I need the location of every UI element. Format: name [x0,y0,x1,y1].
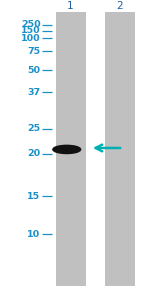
Bar [105,12,135,286]
Text: 25: 25 [27,125,40,133]
Bar [56,12,86,286]
Text: 50: 50 [27,66,40,75]
Text: 100: 100 [21,34,40,42]
Ellipse shape [53,145,81,154]
Text: 15: 15 [27,192,40,201]
Text: 250: 250 [21,21,40,29]
Text: 1: 1 [67,1,74,11]
Text: 20: 20 [27,149,40,158]
Text: 150: 150 [21,26,40,35]
Text: 2: 2 [117,1,123,11]
Text: 37: 37 [27,88,40,97]
Text: 75: 75 [27,47,40,56]
Text: 10: 10 [27,230,40,239]
